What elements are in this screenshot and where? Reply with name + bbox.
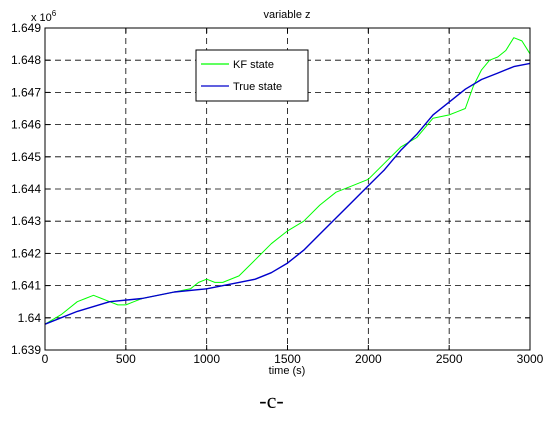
series-layer <box>44 37 531 325</box>
panel-label: -c- <box>259 388 284 413</box>
y-tick-label: 1.644 <box>11 182 41 196</box>
y-multiplier: x 106 <box>31 9 57 24</box>
y-tick-label: 1.64 <box>18 311 42 325</box>
y-tick-label: 1.645 <box>11 150 41 164</box>
y-tick-label: 1.642 <box>11 246 41 260</box>
x-tick-label: 2500 <box>436 352 463 366</box>
y-multiplier-exponent: 6 <box>52 9 57 18</box>
x-axis-label: time (s) <box>269 365 306 377</box>
y-tick-label: 1.643 <box>11 214 41 228</box>
y-multiplier-base: x 10 <box>31 12 52 24</box>
legend-label-kf: KF state <box>233 59 274 71</box>
y-tick-label: 1.646 <box>11 118 41 132</box>
chart-title: variable z <box>263 9 310 21</box>
series-line-true-state <box>44 62 531 325</box>
x-tick-label: 0 <box>42 352 49 366</box>
x-tick-label: 2000 <box>355 352 382 366</box>
y-tick-label: 1.647 <box>11 85 41 99</box>
y-tick-label: 1.648 <box>11 53 41 67</box>
x-tick-label: 1000 <box>193 352 220 366</box>
ticks: 0 500 1000 1500 2000 2500 3000 1.639 1.64 1.641 1.… <box>11 21 543 366</box>
legend: KF state True state <box>195 49 309 102</box>
y-tick-label: 1.641 <box>11 279 41 293</box>
x-tick-label: 1500 <box>274 352 301 366</box>
y-tick-label: 1.649 <box>11 21 41 35</box>
legend-label-true: True state <box>233 81 282 93</box>
legend-box <box>195 49 309 102</box>
x-tick-label: 500 <box>116 352 136 366</box>
y-tick-label: 1.639 <box>11 343 41 357</box>
x-tick-label: 3000 <box>517 352 543 366</box>
